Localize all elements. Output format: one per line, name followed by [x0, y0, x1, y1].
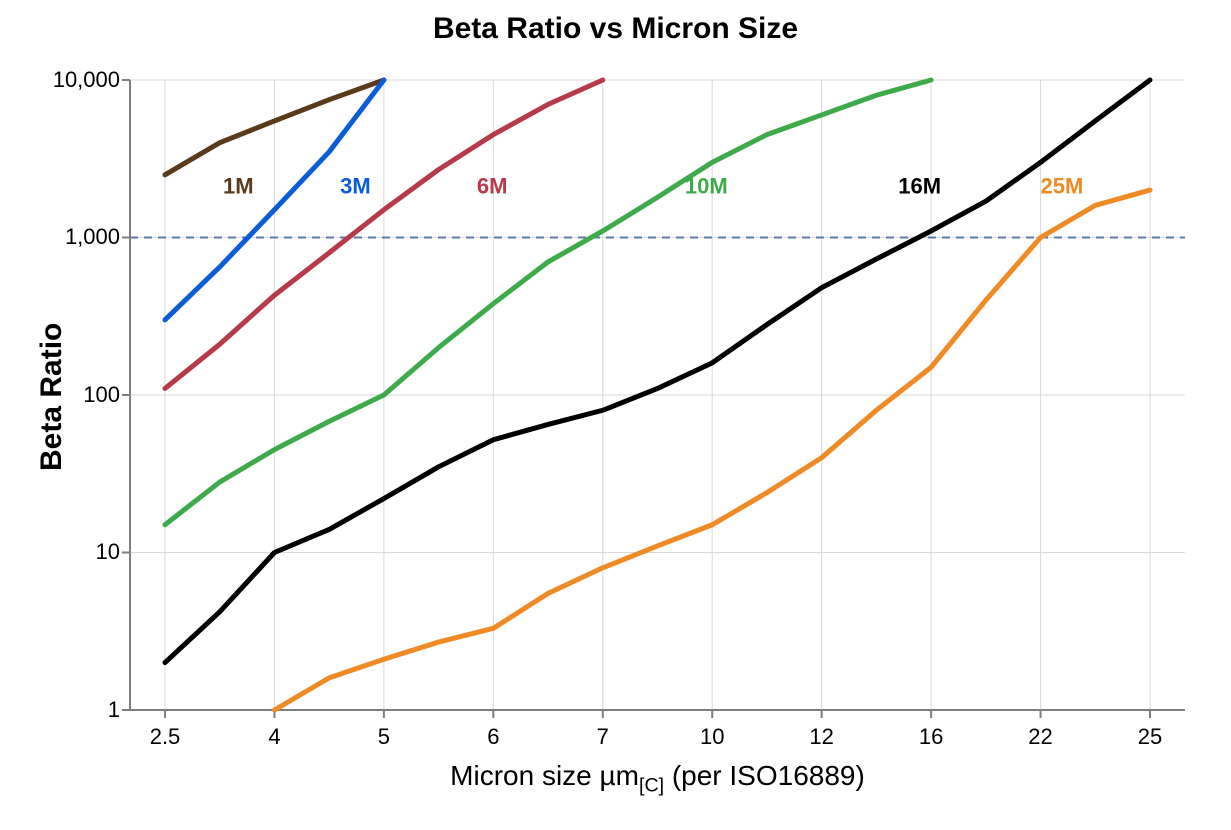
series-label-3M: 3M — [340, 174, 371, 199]
x-tick-label: 2.5 — [150, 724, 181, 750]
x-axis-label: Micron size µm[C] (per ISO16889) — [130, 760, 1185, 798]
x-axis-label-suffix: (per ISO16889) — [664, 760, 865, 791]
x-tick-label: 7 — [597, 724, 609, 750]
series-label-10M: 10M — [685, 174, 728, 199]
x-tick-label: 12 — [809, 724, 833, 750]
x-axis-label-sub: [C] — [639, 775, 664, 797]
series-label-16M: 16M — [898, 174, 941, 199]
x-tick-label: 6 — [487, 724, 499, 750]
x-tick-label: 16 — [919, 724, 943, 750]
x-tick-label: 25 — [1138, 724, 1162, 750]
series-label-6M: 6M — [477, 174, 508, 199]
series-label-1M: 1M — [223, 174, 254, 199]
x-tick-label: 5 — [378, 724, 390, 750]
x-axis-label-prefix: Micron size µm — [450, 760, 639, 791]
plot-area: 1M 3M 6M 10M 16M 25M — [130, 80, 1185, 710]
y-tick-label: 100 — [30, 382, 120, 408]
series-label-25M: 25M — [1041, 174, 1084, 199]
y-tick-label: 1,000 — [30, 224, 120, 250]
x-tick-label: 22 — [1028, 724, 1052, 750]
y-tick-label: 10 — [30, 539, 120, 565]
y-tick-label: 10,000 — [30, 67, 120, 93]
x-tick-label: 10 — [700, 724, 724, 750]
chart-title: Beta Ratio vs Micron Size — [0, 12, 1231, 46]
chart-container: Beta Ratio vs Micron Size Beta Ratio Mic… — [0, 0, 1231, 830]
x-tick-label: 4 — [268, 724, 280, 750]
y-tick-label: 1 — [30, 697, 120, 723]
